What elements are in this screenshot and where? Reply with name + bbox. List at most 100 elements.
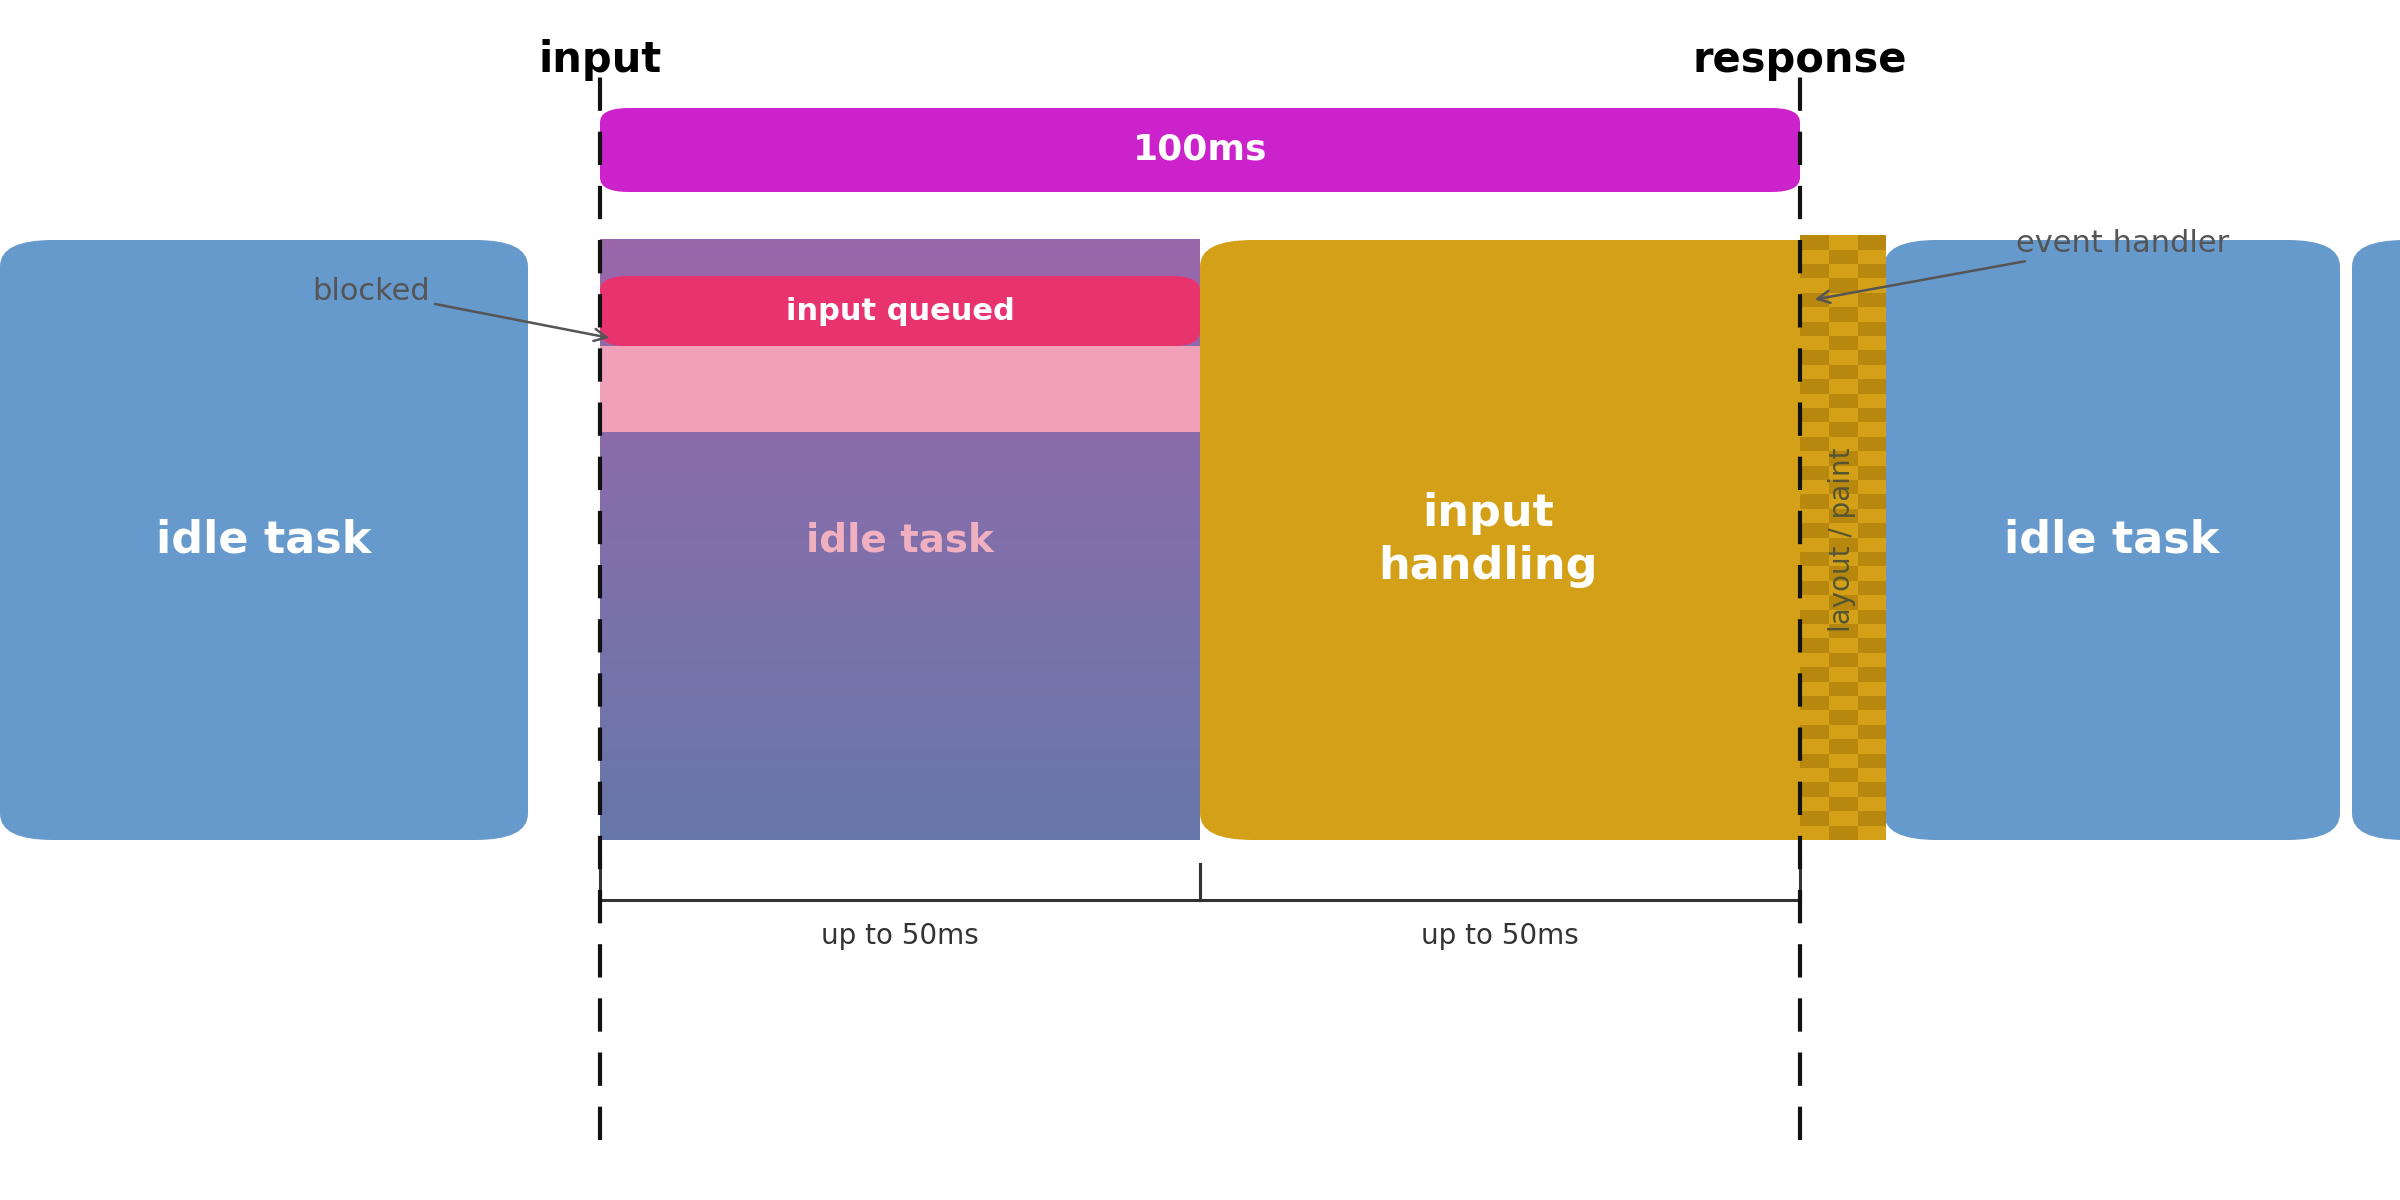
Bar — [600, 758, 1200, 770]
Bar — [1858, 350, 1886, 365]
Bar — [1800, 797, 1829, 811]
Bar — [1858, 768, 1886, 782]
Bar — [1829, 638, 1858, 653]
Bar — [600, 829, 1200, 840]
FancyBboxPatch shape — [0, 240, 528, 840]
Bar — [1858, 422, 1886, 437]
Bar — [1829, 682, 1858, 696]
Bar — [1800, 322, 1829, 336]
Bar — [600, 248, 1200, 260]
Bar — [1800, 552, 1829, 566]
Bar — [1829, 552, 1858, 566]
Bar — [1800, 480, 1829, 494]
Bar — [1829, 782, 1858, 797]
Bar — [1858, 826, 1886, 840]
Bar — [600, 488, 1200, 500]
Bar — [1829, 451, 1858, 466]
Bar — [1800, 408, 1829, 422]
Bar — [600, 769, 1200, 780]
Bar — [600, 239, 1200, 250]
Bar — [1800, 566, 1829, 581]
Bar — [1829, 696, 1858, 710]
Bar — [600, 359, 1200, 370]
Bar — [1800, 782, 1829, 797]
Bar — [1858, 696, 1886, 710]
Bar — [1858, 811, 1886, 826]
Bar — [1858, 307, 1886, 322]
Bar — [1800, 422, 1829, 437]
Bar — [1858, 235, 1886, 250]
Bar — [1829, 394, 1858, 408]
FancyBboxPatch shape — [1200, 240, 1848, 840]
Bar — [600, 629, 1200, 640]
Bar — [1829, 293, 1858, 307]
Bar — [1800, 240, 1884, 840]
Bar — [1858, 379, 1886, 394]
Bar — [1800, 437, 1829, 451]
Bar — [600, 389, 1200, 400]
Text: idle task: idle task — [2004, 518, 2220, 562]
Bar — [600, 668, 1200, 680]
Bar — [1858, 480, 1886, 494]
Bar — [1858, 595, 1886, 610]
Bar — [1829, 494, 1858, 509]
Bar — [1829, 624, 1858, 638]
Bar — [1829, 307, 1858, 322]
Bar — [1858, 638, 1886, 653]
Bar — [1829, 538, 1858, 552]
Bar — [1858, 293, 1886, 307]
Bar — [1858, 264, 1886, 278]
Bar — [600, 749, 1200, 760]
Bar — [1829, 523, 1858, 538]
Bar — [600, 479, 1200, 490]
Bar — [600, 439, 1200, 450]
Bar — [1829, 365, 1858, 379]
Bar — [1858, 653, 1886, 667]
Bar — [1800, 610, 1829, 624]
Bar — [1800, 293, 1829, 307]
Bar — [1829, 797, 1858, 811]
Bar — [600, 638, 1200, 650]
Bar — [1800, 754, 1829, 768]
Text: up to 50ms: up to 50ms — [821, 922, 979, 949]
Bar — [1800, 264, 1829, 278]
Bar — [1858, 494, 1886, 509]
Bar — [1800, 768, 1829, 782]
Bar — [600, 469, 1200, 480]
Bar — [1800, 710, 1829, 725]
Bar — [1800, 235, 1829, 250]
Bar — [1800, 494, 1829, 509]
Bar — [1800, 638, 1829, 653]
Bar — [600, 338, 1200, 350]
Bar — [1858, 278, 1886, 293]
Bar — [1800, 350, 1829, 365]
Bar — [1858, 566, 1886, 581]
Bar — [600, 709, 1200, 720]
Bar — [600, 689, 1200, 700]
Bar — [1829, 595, 1858, 610]
Bar — [1829, 250, 1858, 264]
Bar — [1858, 782, 1886, 797]
Bar — [1858, 739, 1886, 754]
FancyBboxPatch shape — [2352, 240, 2400, 840]
Bar — [1829, 350, 1858, 365]
Bar — [1800, 581, 1829, 595]
Bar — [600, 269, 1200, 280]
Bar — [1858, 322, 1886, 336]
Bar — [1829, 336, 1858, 350]
Bar — [600, 409, 1200, 420]
Bar — [1800, 365, 1829, 379]
Text: event handler: event handler — [1817, 229, 2230, 302]
Bar — [1800, 307, 1829, 322]
Bar — [1858, 624, 1886, 638]
Bar — [1858, 552, 1886, 566]
Bar — [600, 529, 1200, 540]
Bar — [1800, 509, 1829, 523]
Bar — [600, 509, 1200, 520]
Text: 100ms: 100ms — [1133, 133, 1267, 167]
Bar — [1858, 365, 1886, 379]
Bar — [1829, 581, 1858, 595]
Bar — [600, 779, 1200, 790]
Bar — [600, 379, 1200, 390]
Bar — [1858, 451, 1886, 466]
